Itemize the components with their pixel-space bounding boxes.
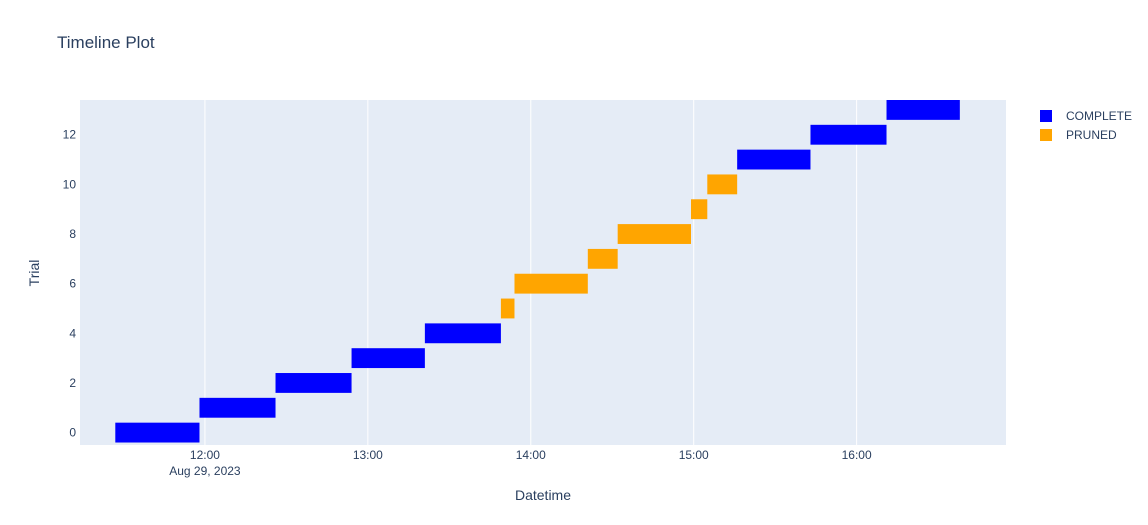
plot-area [80,100,1006,445]
trial-bar-1[interactable] [199,397,276,418]
x-tick-label: 15:00 [679,448,709,462]
trial-bar-0[interactable] [115,422,200,443]
x-tick-label: 16:00 [842,448,872,462]
chart-title: Timeline Plot [57,33,155,52]
x-tick-label: 14:00 [516,448,546,462]
x-gridlines [204,100,858,445]
trial-bar-5[interactable] [500,298,515,319]
y-axis-title: Trial [26,260,42,287]
legend-item-complete[interactable]: COMPLETE [1040,106,1132,125]
trial-bar-9[interactable] [690,199,708,220]
y-tick-label: 6 [69,277,76,291]
legend: COMPLETE PRUNED [1040,106,1132,144]
trial-bars [115,100,960,443]
legend-swatch-complete [1040,109,1052,122]
legend-item-pruned[interactable]: PRUNED [1040,125,1132,144]
x-axis-title: Datetime [515,487,571,503]
trial-bar-8[interactable] [617,224,691,244]
trial-bar-2[interactable] [275,373,352,393]
y-tick-label: 4 [69,326,76,340]
x-tick-label: 13:00 [353,448,383,462]
trial-bar-12[interactable] [810,124,887,145]
x-tick-label: 12:00 [190,448,220,462]
trial-bar-11[interactable] [737,149,811,170]
trial-bar-10[interactable] [707,174,738,195]
x-axis-ticks: 12:00 13:00 14:00 15:00 16:00 [190,448,872,462]
y-tick-label: 8 [69,227,76,241]
y-tick-label: 10 [63,177,77,191]
trial-bar-4[interactable] [424,323,501,344]
trial-bar-3[interactable] [351,348,425,369]
trial-bar-7[interactable] [587,248,618,269]
trial-bar-6[interactable] [514,273,588,294]
y-axis-ticks: 0 2 4 6 8 10 12 [63,128,77,440]
trial-bar-13[interactable] [886,100,960,120]
x-date-label: Aug 29, 2023 [169,464,241,478]
legend-label-complete: COMPLETE [1066,108,1133,123]
y-tick-label: 12 [63,128,77,142]
legend-label-pruned: PRUNED [1066,127,1117,142]
y-tick-label: 0 [69,426,76,440]
legend-swatch-pruned [1040,128,1052,141]
y-tick-label: 2 [69,376,76,390]
